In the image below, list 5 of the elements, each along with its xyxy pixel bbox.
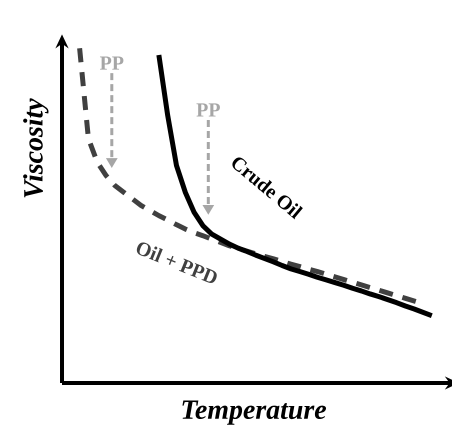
text: Oil + PPD xyxy=(136,242,217,283)
annotation: PP xyxy=(196,103,220,116)
x-axis-title: Temperature xyxy=(182,400,326,425)
annotation: PP xyxy=(100,56,124,70)
y-axis-title: Viscosity xyxy=(23,98,48,198)
